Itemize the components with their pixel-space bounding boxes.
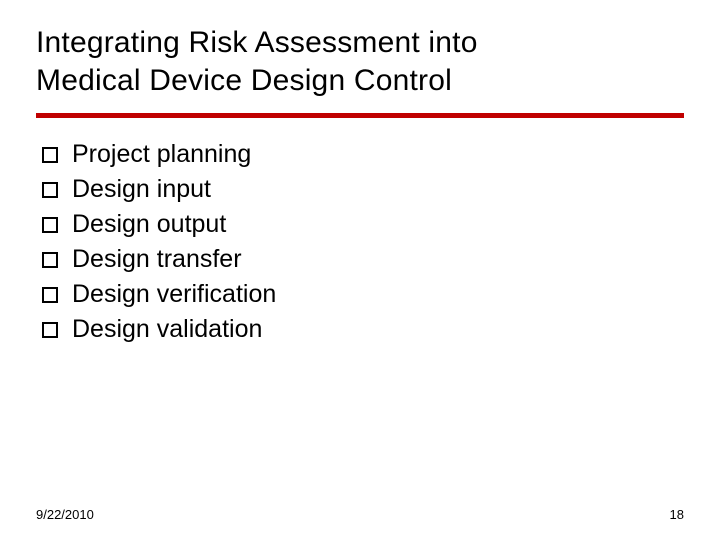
checkbox-icon	[42, 182, 58, 198]
bullet-label: Design transfer	[72, 245, 242, 274]
list-item: Design output	[42, 210, 684, 239]
slide-title: Integrating Risk Assessment into Medical…	[36, 24, 684, 99]
bullet-label: Design output	[72, 210, 226, 239]
slide-footer: 9/22/2010 18	[36, 507, 684, 522]
checkbox-icon	[42, 287, 58, 303]
checkbox-icon	[42, 322, 58, 338]
list-item: Design input	[42, 175, 684, 204]
list-item: Design transfer	[42, 245, 684, 274]
footer-date: 9/22/2010	[36, 507, 94, 522]
bullet-label: Design input	[72, 175, 211, 204]
title-line-1: Integrating Risk Assessment into	[36, 26, 478, 59]
list-item: Project planning	[42, 140, 684, 169]
list-item: Design verification	[42, 280, 684, 309]
checkbox-icon	[42, 147, 58, 163]
title-underline	[36, 113, 684, 118]
checkbox-icon	[42, 252, 58, 268]
bullet-list: Project planning Design input Design out…	[36, 140, 684, 344]
bullet-label: Design validation	[72, 315, 262, 344]
bullet-label: Project planning	[72, 140, 251, 169]
footer-page-number: 18	[670, 507, 684, 522]
checkbox-icon	[42, 217, 58, 233]
title-line-2: Medical Device Design Control	[36, 64, 452, 97]
list-item: Design validation	[42, 315, 684, 344]
bullet-label: Design verification	[72, 280, 276, 309]
